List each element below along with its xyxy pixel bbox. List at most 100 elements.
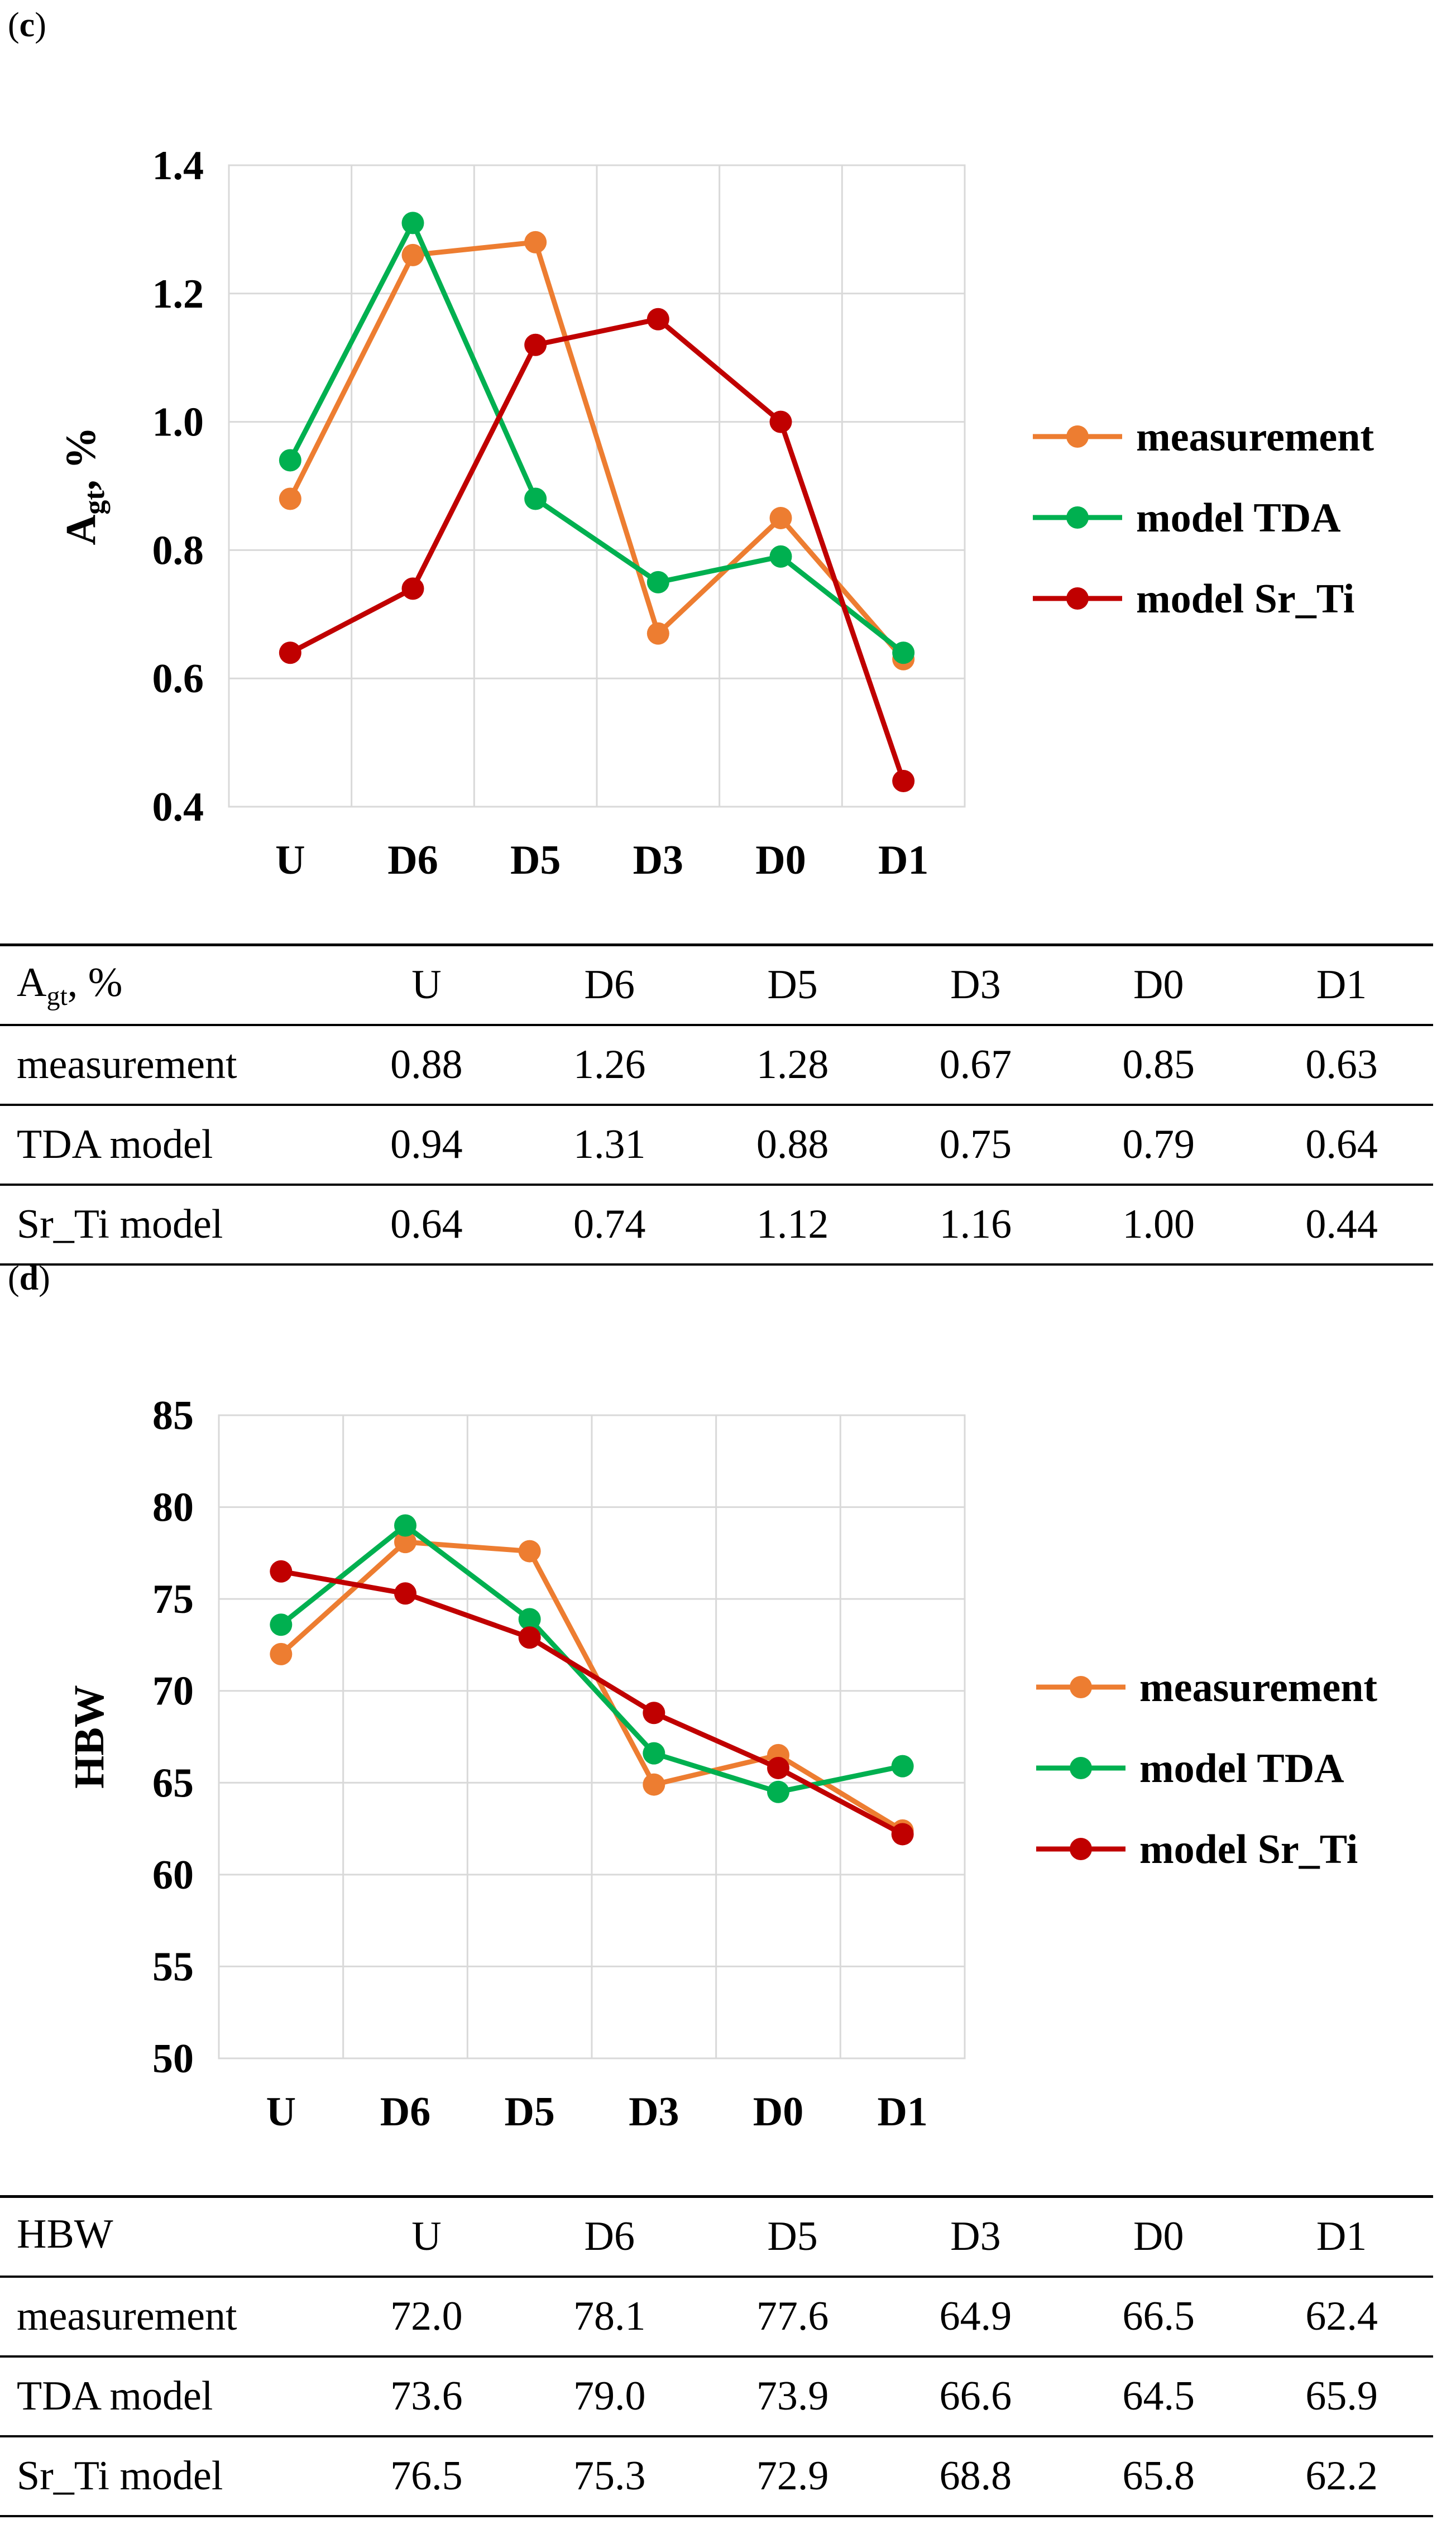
row-label: Sr_Ti model bbox=[17, 2453, 223, 2499]
table-row: TDA model 0.94 1.31 0.88 0.75 0.79 0.64 bbox=[0, 1105, 1433, 1185]
x-tick-label: D5 bbox=[504, 2089, 554, 2135]
table-cell: 0.44 bbox=[1305, 1201, 1378, 1247]
data-point-measurement bbox=[524, 231, 547, 253]
y-tick-label: 80 bbox=[152, 1485, 194, 1531]
data-point-model-sr-ti bbox=[643, 1702, 665, 1725]
table-cell: 0.94 bbox=[390, 1122, 463, 1167]
x-tick-label: D0 bbox=[755, 837, 806, 883]
table-cell: 62.2 bbox=[1305, 2453, 1378, 2499]
data-point-model-tda bbox=[892, 641, 915, 664]
row-label: Sr_Ti model bbox=[17, 1201, 223, 1247]
y-tick-label: 55 bbox=[152, 1944, 194, 1990]
data-point-model-sr-ti bbox=[524, 333, 547, 356]
data-point-model-tda bbox=[279, 449, 301, 472]
table-row: Sr_Ti model 0.64 0.74 1.12 1.16 1.00 0.4… bbox=[0, 1185, 1433, 1264]
panel-label-d: (d) bbox=[8, 1259, 50, 1297]
legend-label: model TDA bbox=[1136, 495, 1341, 541]
x-tick-label: U bbox=[266, 2089, 296, 2135]
table-cell: 1.16 bbox=[939, 1201, 1012, 1247]
y-tick-label: 75 bbox=[152, 1577, 194, 1622]
data-point-model-tda bbox=[891, 1755, 914, 1778]
data-point-model-sr-ti bbox=[518, 1626, 541, 1649]
table-cell: 0.88 bbox=[390, 1042, 463, 1088]
data-point-model-tda bbox=[524, 487, 547, 510]
series-line-measurement bbox=[288, 239, 906, 661]
table-header-cell: D5 bbox=[767, 2214, 818, 2259]
table-header-cell: D5 bbox=[767, 962, 818, 1008]
table-cell: 0.74 bbox=[573, 1201, 646, 1247]
legend-label: measurement bbox=[1139, 1665, 1377, 1711]
data-point-measurement bbox=[518, 1540, 541, 1563]
panel-label-c: (c) bbox=[8, 6, 46, 44]
legend-marker bbox=[1070, 1838, 1092, 1860]
table-header-cell: U bbox=[411, 962, 442, 1008]
table-row: TDA model 73.6 79.0 73.9 66.6 64.5 65.9 bbox=[0, 2356, 1433, 2436]
y-tick-label: 60 bbox=[152, 1852, 194, 1898]
table-header-cell: D3 bbox=[950, 962, 1001, 1008]
table-cell: 78.1 bbox=[573, 2293, 646, 2339]
data-point-model-sr-ti bbox=[394, 1582, 416, 1605]
chart-c: 0.4 0.6 0.8 1.0 1.2 1.4 U D6 D5 D3 D0 D1 Agt, % measu… bbox=[58, 143, 1374, 883]
table-header-cell: U bbox=[411, 2214, 442, 2259]
series-line-model-sr-ti bbox=[280, 1569, 904, 1837]
table-cell: 64.9 bbox=[939, 2293, 1012, 2339]
table-cell: 1.12 bbox=[756, 1201, 829, 1247]
x-tick-label: D5 bbox=[510, 837, 561, 883]
series-line-measurement bbox=[279, 1539, 904, 1833]
data-point-model-sr-ti bbox=[646, 308, 669, 330]
data-point-model-sr-ti bbox=[769, 410, 792, 433]
table-cell: 65.8 bbox=[1122, 2453, 1195, 2499]
table-c: Agt, % U D6 D5 D3 D0 D1 measurement 0.88… bbox=[0, 943, 1433, 1266]
y-tick-label: 0.6 bbox=[152, 656, 204, 702]
data-point-measurement bbox=[279, 487, 301, 510]
table-cell: 0.64 bbox=[1305, 1122, 1378, 1167]
legend-label: model Sr_Ti bbox=[1136, 576, 1354, 622]
y-axis-label: HBW bbox=[66, 1685, 113, 1789]
series-line-model-sr-ti bbox=[289, 317, 906, 782]
table-cell: 77.6 bbox=[756, 2293, 829, 2339]
table-header-cell: D6 bbox=[584, 962, 635, 1008]
table-cell: 73.9 bbox=[756, 2373, 829, 2419]
table-cell: 1.28 bbox=[756, 1042, 829, 1088]
legend-label: model TDA bbox=[1139, 1746, 1344, 1791]
table-cell: 0.63 bbox=[1305, 1042, 1378, 1088]
y-tick-label: 70 bbox=[152, 1669, 194, 1714]
data-point-model-tda bbox=[767, 1780, 789, 1803]
series-line-model-tda bbox=[279, 1522, 903, 1795]
table-cell: 66.5 bbox=[1122, 2293, 1195, 2339]
table-row: Sr_Ti model 76.5 75.3 72.9 68.8 65.8 62.… bbox=[0, 2436, 1433, 2516]
x-tick-label: D0 bbox=[753, 2089, 803, 2135]
x-tick-label: D3 bbox=[629, 2089, 679, 2135]
legend-marker bbox=[1070, 1757, 1092, 1779]
y-tick-label: 65 bbox=[152, 1760, 194, 1806]
legend-label: model Sr_Ti bbox=[1139, 1827, 1358, 1872]
data-point-model-tda bbox=[518, 1608, 541, 1631]
data-point-model-sr-ti bbox=[891, 1823, 914, 1846]
table-header-cell: D6 bbox=[584, 2214, 635, 2259]
table-cell: 72.9 bbox=[756, 2453, 829, 2499]
table-cell: 0.75 bbox=[939, 1122, 1012, 1167]
y-axis-label: Agt, % bbox=[58, 427, 111, 545]
table-cell: 79.0 bbox=[573, 2373, 646, 2419]
legend-marker bbox=[1070, 1676, 1092, 1698]
table-cell: 64.5 bbox=[1122, 2373, 1195, 2419]
y-tick-label: 0.8 bbox=[152, 528, 204, 573]
table-cell: 65.9 bbox=[1305, 2373, 1378, 2419]
table-cell: 0.64 bbox=[390, 1201, 463, 1247]
data-point-measurement bbox=[401, 243, 424, 266]
series-line-model-tda bbox=[288, 220, 905, 655]
data-point-measurement bbox=[394, 1531, 416, 1554]
table-cell: 68.8 bbox=[939, 2453, 1012, 2499]
table-header-cell: D0 bbox=[1133, 962, 1184, 1008]
table-cell: 1.00 bbox=[1122, 1201, 1195, 1247]
x-tick-label: D3 bbox=[633, 837, 683, 883]
table-cell: 0.85 bbox=[1122, 1042, 1195, 1088]
table-header-label: HBW bbox=[17, 2211, 113, 2257]
data-point-model-sr-ti bbox=[892, 770, 915, 793]
x-tick-label: D1 bbox=[878, 837, 928, 883]
data-point-model-tda bbox=[769, 545, 792, 568]
legend-marker bbox=[1066, 506, 1089, 529]
row-label: measurement bbox=[17, 2293, 237, 2339]
data-point-model-tda bbox=[270, 1613, 293, 1636]
y-tick-label: 85 bbox=[152, 1393, 194, 1439]
